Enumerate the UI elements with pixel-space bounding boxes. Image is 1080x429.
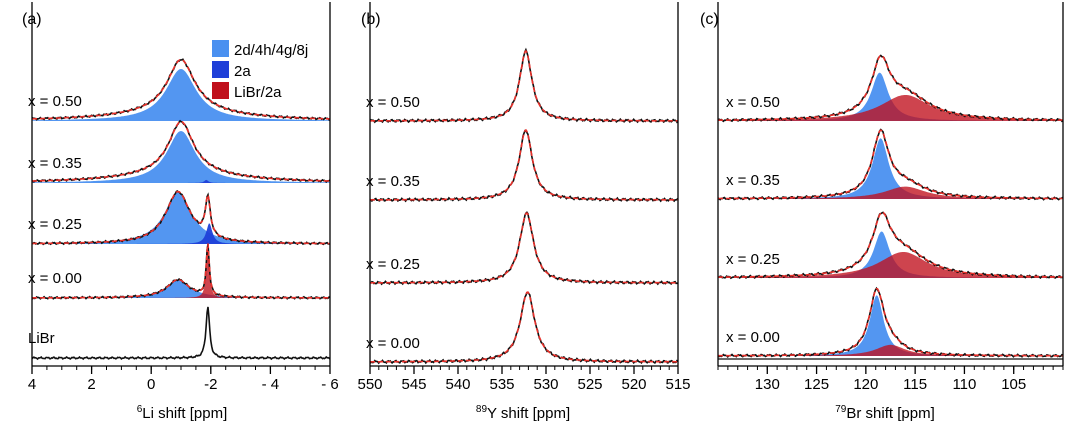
- fit-0-3: [32, 243, 330, 299]
- fit-2-2: [718, 211, 1063, 278]
- tick-label-2-4: 110: [952, 376, 976, 393]
- fit-2-1: [718, 129, 1063, 200]
- tick-label-1-6: 520: [621, 376, 646, 393]
- tick-label-0-1: 2: [87, 376, 95, 393]
- series-label-2-2: x = 0.25: [726, 251, 780, 268]
- component-fill-0-0-0: [32, 69, 330, 121]
- panel-b-xlabel: 89Y shift [ppm]: [476, 404, 570, 422]
- tick-label-0-0: 4: [28, 376, 36, 393]
- panel-b-plot: x = 0.50 x = 0.35 x = 0.25 x = 0.00 550 545 54…: [357, 2, 691, 393]
- tick-label-2-0: 130: [755, 376, 780, 393]
- panel-a-legend: 2d/4h/4g/8j 2a LiBr/2a: [212, 40, 308, 101]
- series-label-1-0: x = 0.50: [366, 94, 420, 111]
- tick-label-2-2: 120: [853, 376, 878, 393]
- spectrum-0-4: [31, 306, 331, 361]
- series-label-0-3: x = 0.00: [28, 270, 82, 287]
- spectrum-1-0: [369, 47, 679, 124]
- series-label-1-2: x = 0.25: [366, 256, 420, 273]
- fit-0-1: [31, 120, 331, 182]
- tick-label-1-4: 530: [533, 376, 558, 393]
- legend-swatch-2a: [212, 61, 229, 78]
- panel-c-plot: x = 0.50 x = 0.35 x = 0.25 x = 0.00 130 125 12…: [717, 2, 1064, 393]
- component-fill-2-2-1: [718, 252, 1063, 278]
- tick-label-1-1: 545: [401, 376, 426, 393]
- component-fill-2-3-1: [718, 344, 1063, 356]
- fit-1-0: [370, 49, 678, 122]
- fit-1-3: [370, 291, 678, 363]
- panel-b-xlabel-text: Y shift [ppm]: [487, 405, 570, 422]
- panel-a-plot: x = 0.50 x = 0.35 x = 0.25 x = 0.00 LiBr 4 2 0 -…: [28, 2, 339, 393]
- spectrum-1-3: [369, 291, 679, 365]
- spectrum-1-2: [369, 211, 679, 286]
- component-fill-0-2-0: [32, 192, 330, 244]
- tick-label-2-1: 125: [804, 376, 829, 393]
- fit-0-0: [31, 58, 331, 120]
- tick-label-1-7: 515: [665, 376, 690, 393]
- component-fill-2-0-1: [718, 95, 1063, 121]
- legend-label-2d4h4g8j: 2d/4h/4g/8j: [234, 42, 308, 59]
- panel-a-li6: (a) x = 0.50x = 0.35x = 0.25x = 0.00LiBr…: [22, 2, 339, 422]
- series-label-0-4: LiBr: [28, 330, 55, 347]
- legend-swatch-libr2a: [212, 82, 229, 99]
- spectrum-1-1: [369, 129, 679, 203]
- panel-b-y89: (b) x = 0.50 x = 0.35 x = 0.25 x = 0.00 550 5…: [357, 2, 691, 422]
- legend-label-libr2a: LiBr/2a: [234, 84, 282, 101]
- fit-1-2: [370, 212, 678, 284]
- series-label-1-3: x = 0.00: [366, 335, 420, 352]
- tick-label-0-2: 0: [147, 376, 155, 393]
- series-label-1-1: x = 0.35: [366, 173, 420, 190]
- component-fill-2-1-1: [718, 186, 1063, 199]
- tick-label-1-3: 535: [489, 376, 514, 393]
- component-fill-0-3-0: [32, 279, 330, 298]
- panel-c-xlabel-text: Br shift [ppm]: [846, 405, 934, 422]
- panel-c-label: (c): [700, 11, 719, 28]
- tick-label-2-5: 105: [1001, 376, 1026, 393]
- series-label-2-3: x = 0.00: [726, 329, 780, 346]
- panel-c-xlabel-superscript: 79: [835, 404, 847, 415]
- tick-label-1-0: 550: [357, 376, 382, 393]
- panel-c-br79: (c) x = 0.50 x = 0.35 x = 0.25 x = 0.00 130 1…: [700, 2, 1064, 422]
- series-label-2-1: x = 0.35: [726, 172, 780, 189]
- fit-0-2: [31, 190, 330, 245]
- series-label-0-2: x = 0.25: [28, 216, 82, 233]
- tick-label-1-5: 525: [577, 376, 602, 393]
- component-fill-2-2-0: [718, 231, 1063, 278]
- series-label-0-0: x = 0.50: [28, 93, 82, 110]
- panel-a-xlabel: 6Li shift [ppm]: [137, 404, 228, 422]
- tick-label-0-4: - 4: [262, 376, 280, 393]
- tick-label-1-2: 540: [445, 376, 470, 393]
- component-fill-2-3-0: [718, 295, 1063, 356]
- tick-label-0-3: -2: [204, 376, 217, 393]
- fit-1-1: [370, 128, 678, 201]
- component-fill-0-1-0: [32, 131, 330, 183]
- series-label-2-0: x = 0.50: [726, 94, 780, 111]
- tick-label-0-5: - 6: [321, 376, 339, 393]
- series-label-0-1: x = 0.35: [28, 155, 82, 172]
- component-fill-2-1-0: [718, 138, 1063, 199]
- fit-2-0: [718, 54, 1063, 121]
- panel-a-xlabel-text: Li shift [ppm]: [142, 405, 227, 422]
- tick-label-2-3: 115: [903, 376, 927, 393]
- panel-b-xlabel-superscript: 89: [476, 404, 488, 415]
- fit-2-3: [718, 287, 1063, 357]
- legend-swatch-2d4h4g8j: [212, 40, 229, 57]
- panel-c-xlabel: 79Br shift [ppm]: [835, 404, 934, 422]
- panel-b-label: (b): [361, 11, 381, 28]
- panel-a-xlabel-superscript: 6: [137, 404, 143, 415]
- legend-label-2a: 2a: [234, 63, 251, 80]
